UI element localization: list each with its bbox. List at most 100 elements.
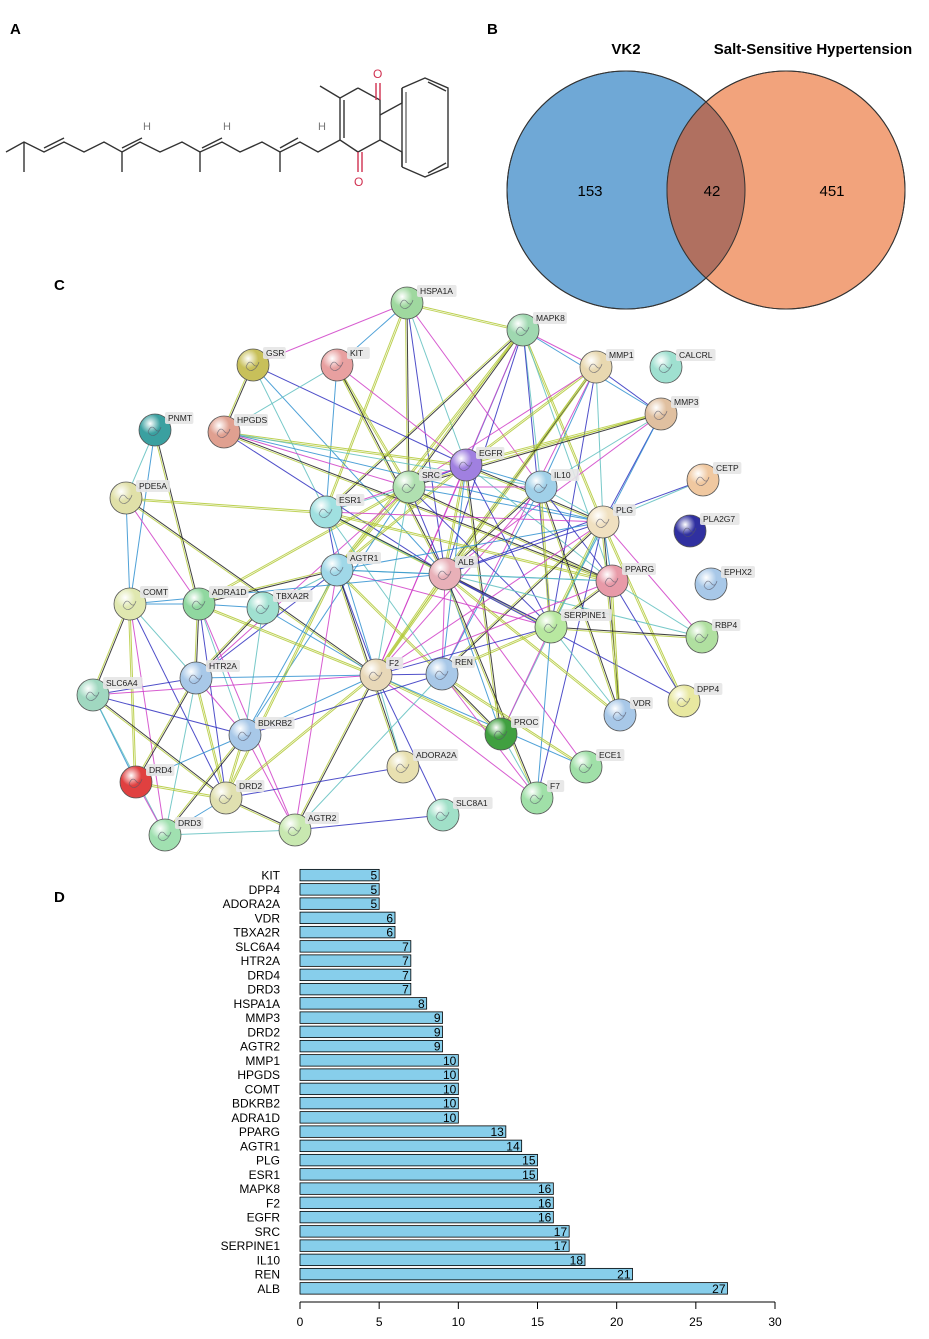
network-node-agtr2: AGTR2: [278, 812, 339, 847]
venn-right-label: Salt-Sensitive Hypertension: [714, 41, 912, 58]
network-edge: [336, 364, 467, 466]
network-edge: [262, 607, 377, 676]
network-edge: [375, 464, 467, 676]
bar-value-label: 9: [434, 1040, 441, 1054]
bar-value-label: 15: [522, 1154, 536, 1168]
bar: [299, 982, 412, 996]
vitamin-k2-structure: H H H O O: [5, 67, 449, 189]
network-node-label: EGFR: [479, 448, 503, 458]
network-node-plg: PLG: [586, 504, 636, 539]
x-tick-label: 25: [689, 1315, 703, 1329]
bar-category-label: PPARG: [239, 1125, 280, 1139]
network-edge: [294, 569, 338, 831]
x-axis: 0 5 10 15 20 25 30: [297, 1301, 782, 1329]
network-node-label: ADRA1D: [212, 587, 246, 597]
bar-value-label: 16: [538, 1211, 552, 1225]
bar-category-label: SLC6A4: [235, 940, 280, 954]
svg-text:H: H: [223, 121, 231, 133]
venn-left-count: 153: [577, 183, 602, 200]
network-node-label: RBP4: [715, 620, 737, 630]
bar: [299, 1068, 459, 1081]
network-node-pparg: PPARG: [595, 563, 656, 598]
network-edge: [335, 328, 523, 570]
network-edge: [91, 695, 226, 800]
svg-text:H: H: [143, 121, 151, 133]
bar: [299, 925, 396, 939]
bar-category-label: SERPINE1: [221, 1239, 281, 1253]
network-edge: [465, 464, 502, 735]
network-node-label: F7: [550, 781, 560, 791]
network-edge: [611, 580, 703, 638]
network-node-label: HPGDS: [237, 415, 268, 425]
bar-category-label: MMP1: [245, 1054, 280, 1068]
network-edge: [91, 603, 129, 695]
bar-value-label: 5: [370, 883, 377, 897]
network-node-label: CALCRL: [679, 350, 713, 360]
bar-value-label: 7: [402, 983, 409, 997]
bar: [299, 1054, 459, 1067]
venn-right-count: 451: [819, 183, 844, 200]
network-edge: [135, 677, 197, 783]
network-edge: [375, 675, 501, 736]
bar-category-label: HSPA1A: [234, 997, 280, 1011]
network-edge: [538, 487, 550, 628]
network-edge: [152, 430, 198, 605]
bar: [299, 1267, 633, 1281]
network-edge: [134, 676, 196, 782]
network-node-comt: COMT: [113, 586, 169, 621]
bar: [299, 1253, 586, 1267]
network-edge: [92, 694, 166, 836]
network-edge: [244, 734, 296, 831]
network-edge: [408, 486, 613, 582]
network-edge: [92, 694, 227, 799]
network-edge: [444, 573, 538, 799]
network-edge: [224, 673, 376, 798]
network-edge: [223, 431, 613, 582]
network-edge: [195, 674, 377, 679]
network-edge: [611, 580, 685, 702]
bar-value-label: 10: [443, 1054, 457, 1068]
network-edge: [404, 303, 408, 488]
bar: [299, 1239, 570, 1252]
bar-category-label: KIT: [261, 869, 280, 883]
bar-value-label: 7: [402, 954, 409, 968]
network-edge: [124, 498, 376, 677]
network-node-hpgds: HPGDS: [207, 414, 268, 449]
bar: [299, 997, 428, 1010]
network-edge: [444, 573, 587, 768]
network-edge: [336, 364, 410, 488]
network-edge: [223, 431, 467, 466]
network-node-label: EPHX2: [724, 567, 752, 577]
network-node-label: PPARG: [625, 564, 654, 574]
network-edge: [442, 464, 465, 574]
network-node-label: SLC8A1: [456, 798, 488, 808]
network-edge: [463, 465, 500, 735]
bar-category-label: EGFR: [247, 1211, 281, 1225]
bar-value-label: 17: [554, 1239, 568, 1253]
venn-overlap-count: 42: [704, 183, 721, 200]
network-node-label: PLG: [616, 505, 633, 515]
x-tick-label: 30: [768, 1315, 782, 1329]
network-node-ece1: ECE1: [569, 749, 625, 784]
bar-category-label: HTR2A: [241, 954, 280, 968]
network-edge: [129, 429, 156, 605]
network-edge: [125, 497, 131, 605]
network-edge: [335, 570, 442, 676]
venn-overlap-region: [667, 71, 745, 309]
network-node-drd3: DRD3: [148, 817, 204, 852]
network-edge: [325, 511, 604, 523]
network-node-drd2: DRD2: [209, 780, 265, 815]
network-edge: [465, 464, 552, 628]
network-edge: [611, 580, 621, 716]
network-node-label: DRD2: [239, 781, 262, 791]
network-edge: [92, 674, 377, 696]
network-node-label: ALB: [458, 557, 474, 567]
bar: [299, 1225, 570, 1238]
network-node-label: ECE1: [599, 750, 621, 760]
network-edge: [198, 603, 377, 676]
network-edge: [164, 677, 197, 836]
bar-category-label: ESR1: [249, 1168, 281, 1182]
network-node-label: COMT: [143, 587, 168, 597]
network-node-label: AGTR2: [308, 813, 337, 823]
bar-category-label: SRC: [255, 1225, 281, 1239]
